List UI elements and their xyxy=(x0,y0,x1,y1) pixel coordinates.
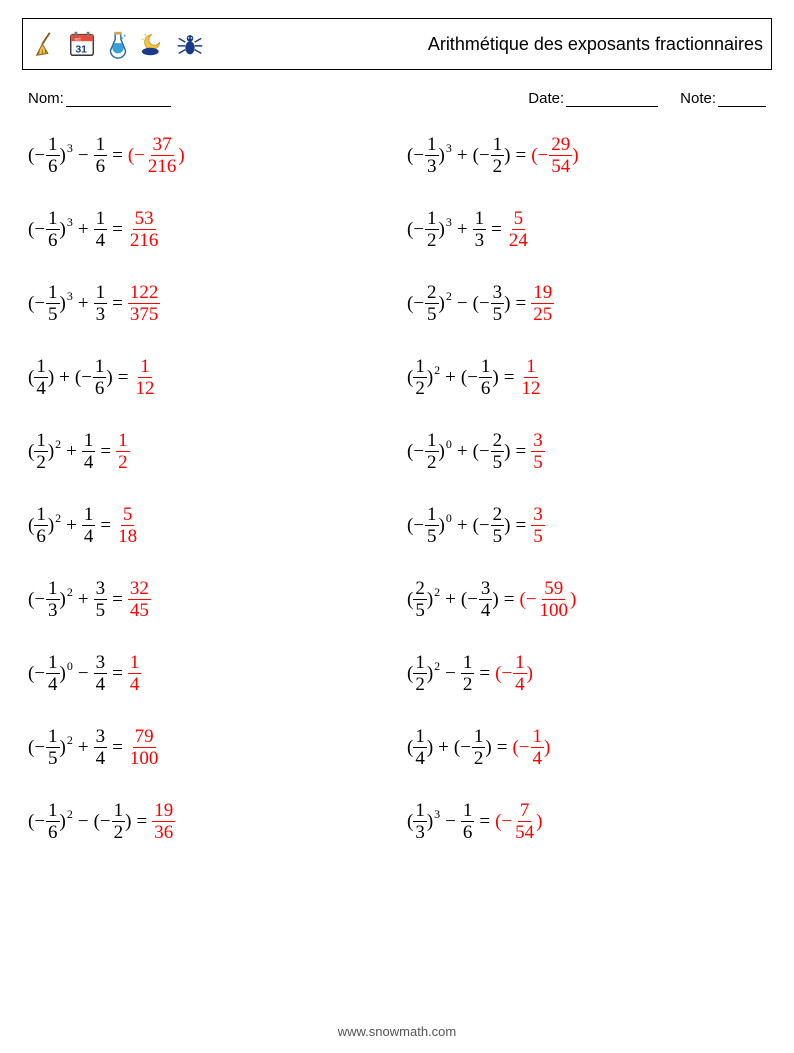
answer: 3245 xyxy=(128,579,151,620)
problem-row: (14)+(−12)=(−14) xyxy=(407,727,766,768)
name-label: Nom: xyxy=(28,90,64,107)
broom-icon xyxy=(31,29,61,59)
problem-row: (16)2+14=518 xyxy=(28,505,387,546)
answer: 112 xyxy=(133,357,156,398)
answer: (−37216) xyxy=(128,135,185,176)
problem-row: (25)2+(−34)=(−59100) xyxy=(407,579,766,620)
problem-row: (−13)2+35=3245 xyxy=(28,579,387,620)
calendar-31-icon: oct 31 xyxy=(67,29,97,59)
note-label: Note: xyxy=(680,90,716,107)
info-row: Nom: Date: Note: xyxy=(22,90,772,107)
answer: 1925 xyxy=(531,283,554,324)
spider-icon xyxy=(175,29,205,59)
answer: 53216 xyxy=(128,209,161,250)
problem-row: (14)+(−16)=112 xyxy=(28,357,387,398)
problem-row: (12)2+(−16)=112 xyxy=(407,357,766,398)
answer: 14 xyxy=(128,653,142,694)
answer: 122375 xyxy=(128,283,161,324)
page-title: Arithmétique des exposants fractionnaire… xyxy=(428,34,763,55)
problem-row: (−15)2+34=79100 xyxy=(28,727,387,768)
problem-row: (12)2−12=(−14) xyxy=(407,653,766,694)
problem-row: (−16)3+14=53216 xyxy=(28,209,387,250)
svg-text:31: 31 xyxy=(75,44,87,55)
problem-row: (13)3−16=(−754) xyxy=(407,801,766,842)
header-icons: oct 31 xyxy=(31,29,205,59)
footer-url: www.snowmath.com xyxy=(0,1024,794,1039)
problem-row: (−12)3+13=524 xyxy=(407,209,766,250)
answer: (−754) xyxy=(495,801,542,842)
answer: 518 xyxy=(116,505,139,546)
problem-row: (−15)0+(−25)=35 xyxy=(407,505,766,546)
header-box: oct 31 xyxy=(22,18,772,70)
potion-flask-icon xyxy=(103,29,133,59)
answer: 35 xyxy=(531,431,545,472)
problem-row: (−14)0−34=14 xyxy=(28,653,387,694)
problem-row: (−16)3−16=(−37216) xyxy=(28,135,387,176)
answer: 79100 xyxy=(128,727,161,768)
answer: 524 xyxy=(507,209,530,250)
date-field: Date: xyxy=(528,90,658,107)
answer: (−2954) xyxy=(531,135,578,176)
answer: 1936 xyxy=(152,801,175,842)
problem-row: (−25)2−(−35)=1925 xyxy=(407,283,766,324)
answer: 112 xyxy=(519,357,542,398)
problem-row: (−15)3+13=122375 xyxy=(28,283,387,324)
problem-row: (−12)0+(−25)=35 xyxy=(407,431,766,472)
answer: (−14) xyxy=(495,653,533,694)
date-label: Date: xyxy=(528,90,564,107)
name-field: Nom: xyxy=(28,90,171,107)
answer: 12 xyxy=(116,431,130,472)
note-field: Note: xyxy=(680,90,766,107)
svg-text:oct: oct xyxy=(75,36,82,41)
problem-row: (12)2+14=12 xyxy=(28,431,387,472)
problem-row: (−16)2−(−12)=1936 xyxy=(28,801,387,842)
problem-row: (−13)3+(−12)=(−2954) xyxy=(407,135,766,176)
answer: (−59100) xyxy=(519,579,576,620)
answer: 35 xyxy=(531,505,545,546)
moon-cloud-icon xyxy=(139,29,169,59)
problems-grid: (−16)3−16=(−37216)(−13)3+(−12)=(−2954)(−… xyxy=(22,135,772,875)
answer: (−14) xyxy=(512,727,550,768)
